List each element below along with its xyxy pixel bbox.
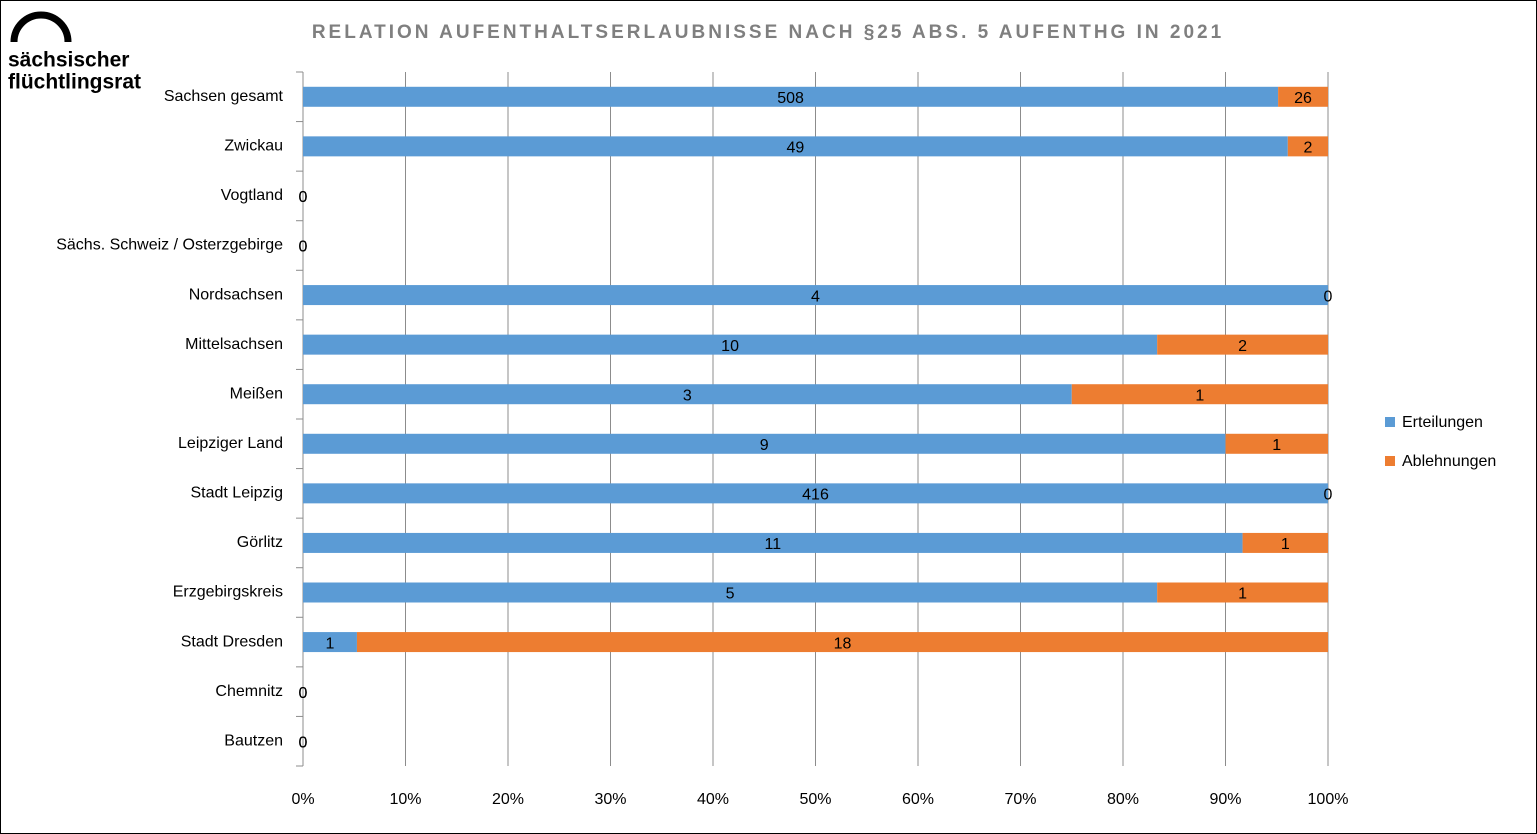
logo-text: flüchtlingsrat [8,71,141,94]
x-tick-label: 60% [902,791,934,808]
data-label: 0 [299,734,308,751]
bar [303,285,1328,306]
y-tick-label: Vogtland [221,187,283,204]
bar [303,532,1243,553]
y-tick-label: Meißen [230,385,283,402]
data-label: 11 [764,536,781,553]
legend-swatch [1385,417,1395,427]
x-tick-label: 90% [1209,791,1241,808]
bar [1278,86,1328,107]
data-label: 9 [760,437,769,454]
y-tick-label: Erzgebirgskreis [173,584,283,601]
y-tick-label: Zwickau [224,138,283,155]
legend-swatch [1385,456,1395,466]
y-tick-label: Chemnitz [215,683,283,700]
data-label: 0 [1324,487,1333,504]
logo-arc [10,11,72,43]
data-label: 26 [1294,90,1312,107]
x-tick-label: 100% [1308,791,1349,808]
data-label: 0 [299,685,308,702]
bar [1071,384,1328,405]
data-label: 416 [802,487,829,504]
data-label: 18 [834,635,852,652]
data-label: 3 [683,387,692,404]
data-label: 1 [1281,536,1290,553]
legend-label: Erteilungen [1402,414,1483,431]
bar [1157,582,1328,603]
bar [303,384,1072,405]
y-tick-label: Stadt Dresden [181,633,283,650]
x-tick-label: 20% [492,791,524,808]
data-label: 5 [726,586,735,603]
data-label: 508 [777,90,804,107]
x-tick-label: 80% [1107,791,1139,808]
data-label: 49 [787,140,805,157]
x-tick-label: 30% [594,791,626,808]
y-tick-label: Görlitz [237,534,283,551]
y-tick-label: Nordsachsen [189,286,283,303]
bar [303,334,1158,355]
bar [303,632,357,653]
bar [356,632,1328,653]
x-tick-label: 70% [1004,791,1036,808]
data-label: 1 [326,635,335,652]
y-tick-label: Sächs. Schweiz / Osterzgebirge [56,237,283,254]
bar [303,86,1279,107]
y-tick-label: Bautzen [224,732,283,749]
x-tick-label: 0% [291,791,314,808]
data-label: 0 [299,189,308,206]
data-label: 4 [811,288,820,305]
bar [1157,334,1328,355]
y-tick-label: Stadt Leipzig [190,485,283,502]
data-label: 1 [1272,437,1281,454]
data-label: 0 [299,189,308,206]
y-tick-label: Mittelsachsen [185,336,283,353]
data-label: 0 [1324,288,1333,305]
bar [1287,136,1328,157]
bar [1242,532,1328,553]
data-label: 0 [299,239,308,256]
data-label: 0 [299,734,308,751]
bar [303,433,1226,454]
chart-title: RELATION AUFENTHALTSERLAUBNISSE NACH §25… [312,22,1224,43]
legend-label: Ablehnungen [1402,453,1496,470]
bar [303,136,1288,157]
data-label: 1 [1238,586,1247,603]
data-label: 10 [721,338,739,355]
y-tick-label: Sachsen gesamt [164,88,284,105]
x-tick-label: 10% [389,791,421,808]
bar [303,582,1158,603]
data-label: 2 [1303,140,1312,157]
bar [303,483,1328,504]
bar [1225,433,1328,454]
data-label: 0 [299,685,308,702]
data-label: 1 [1195,387,1204,404]
x-tick-label: 40% [697,791,729,808]
data-label: 2 [1238,338,1247,355]
logo-text: sächsischer [8,49,129,72]
data-label: 0 [299,239,308,256]
y-tick-label: Leipziger Land [178,435,283,452]
x-tick-label: 50% [799,791,831,808]
